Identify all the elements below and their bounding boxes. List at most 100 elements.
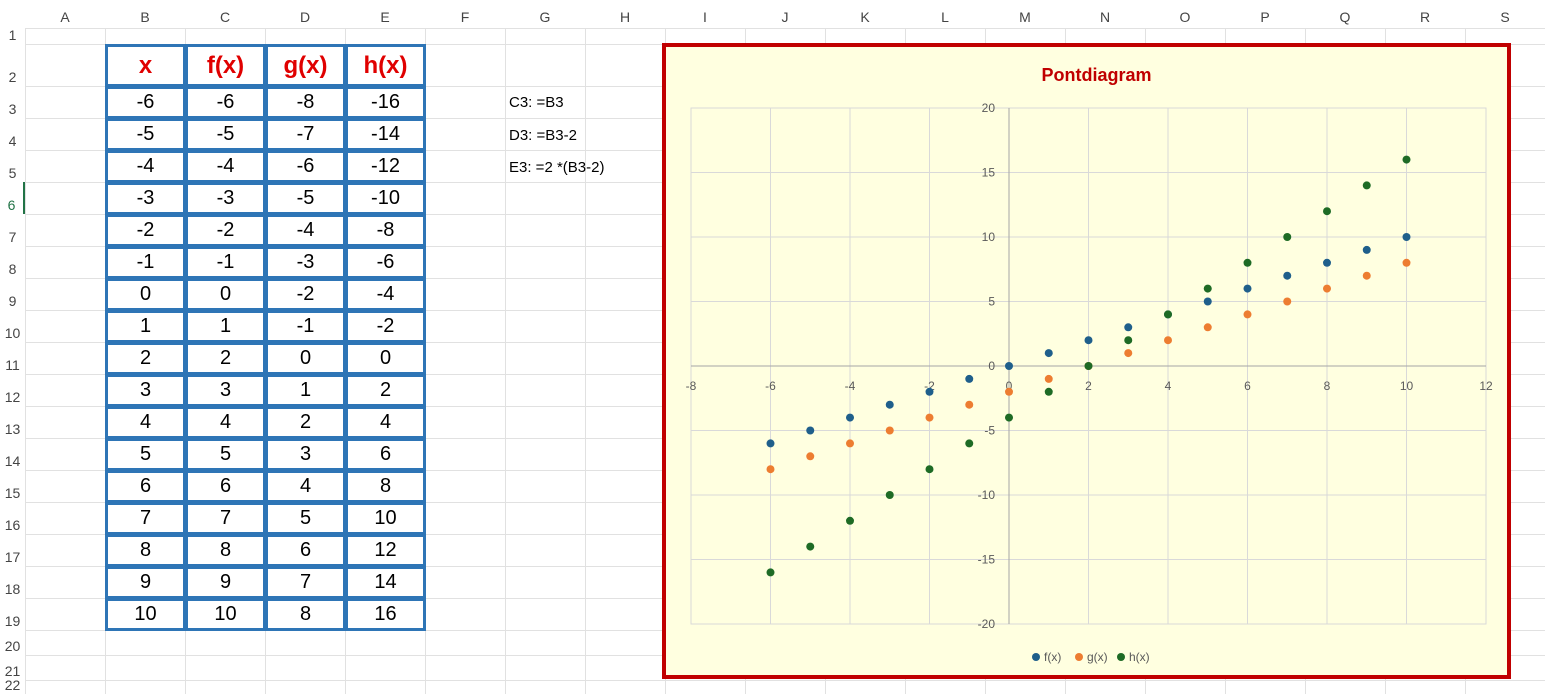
table-cell[interactable]: 6 — [345, 438, 426, 471]
table-cell[interactable]: -3 — [185, 182, 266, 215]
table-cell[interactable]: -4 — [265, 214, 346, 247]
column-header-d[interactable]: D — [265, 0, 345, 28]
formula-note[interactable]: E3: =2 *(B3-2) — [509, 159, 605, 176]
table-cell[interactable]: 6 — [105, 470, 186, 503]
row-header-2[interactable]: 2 — [0, 44, 25, 86]
column-header-j[interactable]: J — [745, 0, 825, 28]
row-header-5[interactable]: 5 — [0, 150, 25, 182]
column-header-s[interactable]: S — [1465, 0, 1545, 28]
table-cell[interactable]: 5 — [105, 438, 186, 471]
table-cell[interactable]: 8 — [105, 534, 186, 567]
table-cell[interactable]: 3 — [185, 374, 266, 407]
table-cell[interactable]: 0 — [105, 278, 186, 311]
table-cell[interactable]: 10 — [105, 598, 186, 631]
table-cell[interactable]: -6 — [105, 86, 186, 119]
table-cell[interactable]: 7 — [265, 566, 346, 599]
table-cell[interactable]: 2 — [185, 342, 266, 375]
table-cell[interactable]: 9 — [105, 566, 186, 599]
table-cell[interactable]: -4 — [345, 278, 426, 311]
table-cell[interactable]: -5 — [185, 118, 266, 151]
table-cell[interactable]: -6 — [345, 246, 426, 279]
row-header-14[interactable]: 14 — [0, 438, 25, 470]
table-cell[interactable]: -4 — [185, 150, 266, 183]
formula-note[interactable]: C3: =B3 — [509, 94, 564, 111]
row-header-17[interactable]: 17 — [0, 534, 25, 566]
row-header-18[interactable]: 18 — [0, 566, 25, 598]
table-cell[interactable]: 5 — [265, 502, 346, 535]
table-cell[interactable]: 4 — [185, 406, 266, 439]
table-cell[interactable]: 10 — [345, 502, 426, 535]
formula-note[interactable]: D3: =B3-2 — [509, 127, 577, 144]
column-header-o[interactable]: O — [1145, 0, 1225, 28]
table-cell[interactable]: -12 — [345, 150, 426, 183]
table-cell[interactable]: -1 — [265, 310, 346, 343]
table-cell[interactable]: 4 — [105, 406, 186, 439]
table-cell[interactable]: -5 — [265, 182, 346, 215]
column-header-a[interactable]: A — [25, 0, 105, 28]
row-header-1[interactable]: 1 — [0, 27, 25, 44]
table-cell[interactable]: -2 — [105, 214, 186, 247]
row-header-4[interactable]: 4 — [0, 118, 25, 150]
table-cell[interactable]: -7 — [265, 118, 346, 151]
table-cell[interactable]: -5 — [105, 118, 186, 151]
table-cell[interactable]: -8 — [265, 86, 346, 119]
row-header-9[interactable]: 9 — [0, 278, 25, 310]
row-header-20[interactable]: 20 — [0, 630, 25, 655]
row-header-8[interactable]: 8 — [0, 246, 25, 278]
table-header-cell[interactable]: h(x) — [345, 44, 426, 87]
column-header-f[interactable]: F — [425, 0, 505, 28]
table-cell[interactable]: 3 — [105, 374, 186, 407]
table-cell[interactable]: 1 — [185, 310, 266, 343]
table-cell[interactable]: 2 — [345, 374, 426, 407]
row-header-6[interactable]: 6 — [0, 182, 25, 214]
table-cell[interactable]: 9 — [185, 566, 266, 599]
table-cell[interactable]: 7 — [105, 502, 186, 535]
row-header-19[interactable]: 19 — [0, 598, 25, 630]
column-header-e[interactable]: E — [345, 0, 425, 28]
row-header-10[interactable]: 10 — [0, 310, 25, 342]
table-cell[interactable]: -6 — [265, 150, 346, 183]
row-header-7[interactable]: 7 — [0, 214, 25, 246]
table-cell[interactable]: 10 — [185, 598, 266, 631]
row-header-11[interactable]: 11 — [0, 342, 25, 374]
table-cell[interactable]: -1 — [185, 246, 266, 279]
table-cell[interactable]: 2 — [105, 342, 186, 375]
table-cell[interactable]: 0 — [345, 342, 426, 375]
table-cell[interactable]: 7 — [185, 502, 266, 535]
table-header-cell[interactable]: g(x) — [265, 44, 346, 87]
column-header-h[interactable]: H — [585, 0, 665, 28]
column-header-p[interactable]: P — [1225, 0, 1305, 28]
column-header-m[interactable]: M — [985, 0, 1065, 28]
table-cell[interactable]: -8 — [345, 214, 426, 247]
scatter-chart[interactable]: -8 -6 -4 -2 0 2 4 6 8 10 12 -20 -15 -10 -5 0 5 10 15 20 Pont… — [662, 43, 1511, 679]
table-cell[interactable]: 14 — [345, 566, 426, 599]
table-cell[interactable]: 0 — [265, 342, 346, 375]
table-cell[interactable]: -3 — [265, 246, 346, 279]
column-header-k[interactable]: K — [825, 0, 905, 28]
table-cell[interactable]: -4 — [105, 150, 186, 183]
table-cell[interactable]: -2 — [345, 310, 426, 343]
table-cell[interactable]: 4 — [345, 406, 426, 439]
table-cell[interactable]: 5 — [185, 438, 266, 471]
table-cell[interactable]: 8 — [265, 598, 346, 631]
table-header-cell[interactable]: x — [105, 44, 186, 87]
table-cell[interactable]: 1 — [105, 310, 186, 343]
row-header-13[interactable]: 13 — [0, 406, 25, 438]
column-header-g[interactable]: G — [505, 0, 585, 28]
table-cell[interactable]: 0 — [185, 278, 266, 311]
table-cell[interactable]: -2 — [185, 214, 266, 247]
table-cell[interactable]: 4 — [265, 470, 346, 503]
row-header-15[interactable]: 15 — [0, 470, 25, 502]
column-header-q[interactable]: Q — [1305, 0, 1385, 28]
row-header-3[interactable]: 3 — [0, 86, 25, 118]
table-cell[interactable]: -2 — [265, 278, 346, 311]
table-header-cell[interactable]: f(x) — [185, 44, 266, 87]
table-cell[interactable]: 1 — [265, 374, 346, 407]
column-header-c[interactable]: C — [185, 0, 265, 28]
row-header-21[interactable]: 21 — [0, 655, 25, 680]
row-header-12[interactable]: 12 — [0, 374, 25, 406]
table-cell[interactable]: -16 — [345, 86, 426, 119]
table-cell[interactable]: 16 — [345, 598, 426, 631]
column-header-i[interactable]: I — [665, 0, 745, 28]
table-cell[interactable]: 8 — [345, 470, 426, 503]
